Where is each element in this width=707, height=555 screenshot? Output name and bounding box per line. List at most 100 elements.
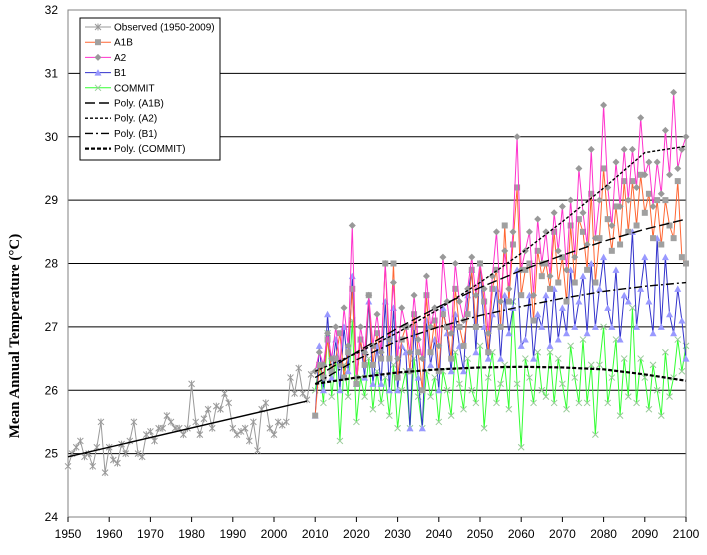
point-a1b: [530, 317, 537, 324]
point-a1b: [415, 349, 422, 356]
point-observed-1950-2009: [307, 370, 315, 378]
point-observed-1950-2009: [138, 453, 146, 461]
point-a2: [381, 260, 389, 267]
point-observed-1950-2009: [109, 456, 117, 464]
point-commit: [484, 374, 492, 381]
point-a1b: [645, 190, 652, 197]
point-a2: [410, 291, 418, 299]
point-a1b: [542, 260, 549, 267]
point-a1b: [600, 165, 607, 172]
point-b1: [439, 304, 447, 311]
point-observed-1950-2009: [188, 380, 195, 388]
point-observed-1950-2009: [266, 424, 274, 432]
legend-label: Poly. (A2): [114, 114, 157, 125]
point-commit: [480, 424, 488, 432]
series-poly-a1b: [314, 218, 687, 379]
point-a2: [344, 342, 352, 350]
point-a2: [365, 291, 373, 299]
point-a1b: [505, 298, 512, 305]
series-layer: [64, 88, 690, 477]
legend-label: Poly. (B1): [114, 129, 157, 140]
point-a1b: [575, 216, 582, 223]
point-b1: [595, 285, 603, 292]
point-a2: [620, 145, 628, 153]
line-poly-a1b: [314, 218, 687, 379]
point-b1: [604, 304, 612, 311]
point-a2: [591, 234, 599, 242]
point-b1: [674, 285, 682, 292]
point-observed-1950-2009: [134, 450, 142, 458]
point-a1b: [361, 361, 368, 368]
point-b1: [649, 329, 657, 337]
point-a2: [472, 291, 480, 299]
point-commit: [476, 342, 484, 350]
point-a1b: [501, 222, 508, 229]
x-tick-label: 1950: [55, 527, 82, 541]
point-b1: [443, 329, 451, 337]
legend-label: A1B: [114, 38, 133, 49]
point-a1b: [411, 311, 418, 318]
point-a1b: [312, 412, 319, 419]
point-b1: [641, 253, 649, 261]
legend-label: COMMIT: [114, 83, 155, 94]
point-observed-1950-2009: [130, 418, 138, 426]
series-poly-a2: [314, 145, 687, 372]
point-b1: [394, 386, 402, 394]
point-commit: [390, 361, 397, 369]
point-a1b: [456, 323, 463, 330]
x-tick-label: 1970: [137, 527, 164, 541]
point-commit: [381, 374, 389, 381]
line-observed-trend: [67, 400, 308, 458]
point-a2: [505, 285, 513, 293]
point-a1b: [547, 285, 554, 292]
point-a2: [418, 355, 426, 363]
point-commit: [468, 386, 476, 394]
point-commit: [394, 424, 401, 432]
point-a1b: [654, 197, 661, 204]
legend-item-a1b: A1B: [85, 38, 133, 49]
point-b1: [571, 323, 579, 330]
point-a1b: [522, 266, 529, 273]
point-a1b: [604, 216, 611, 223]
point-commit: [637, 355, 645, 362]
point-commit: [571, 374, 579, 381]
point-commit: [328, 393, 336, 400]
point-a1b: [584, 266, 591, 273]
point-a2: [389, 279, 397, 287]
point-commit: [336, 437, 344, 445]
legend-marker-swatch: [94, 23, 102, 31]
point-b1: [637, 285, 645, 292]
x-tick-label: 2010: [302, 527, 329, 541]
series-poly-b1: [314, 281, 687, 385]
x-tick-label: 2090: [631, 527, 658, 541]
point-a2: [385, 336, 393, 344]
point-a1b: [493, 266, 500, 273]
series-observed-1950-2009: [64, 364, 315, 477]
x-tick-label: 1960: [96, 527, 123, 541]
point-a1b: [650, 235, 657, 242]
point-commit: [546, 348, 554, 356]
point-a1b: [678, 254, 685, 261]
point-a1b: [670, 235, 677, 242]
point-a1b: [386, 355, 393, 362]
point-b1: [501, 291, 509, 299]
point-a1b: [485, 349, 492, 356]
point-a2: [492, 228, 500, 236]
point-b1: [657, 323, 665, 330]
point-a2: [546, 272, 554, 280]
point-a2: [657, 190, 665, 198]
point-a1b: [444, 323, 451, 330]
point-a2: [530, 291, 538, 299]
point-b1: [398, 342, 406, 349]
point-commit: [517, 443, 525, 451]
point-commit: [653, 386, 661, 394]
line-poly-commit: [315, 365, 687, 385]
point-observed-1950-2009: [72, 443, 80, 451]
point-commit: [559, 380, 566, 388]
point-a1b: [662, 197, 669, 204]
point-observed-1950-2009: [295, 364, 303, 372]
point-observed-1950-2009: [299, 389, 307, 397]
y-tick-label: 32: [45, 3, 59, 17]
legend-label: A2: [114, 53, 127, 64]
point-a2: [595, 196, 603, 204]
